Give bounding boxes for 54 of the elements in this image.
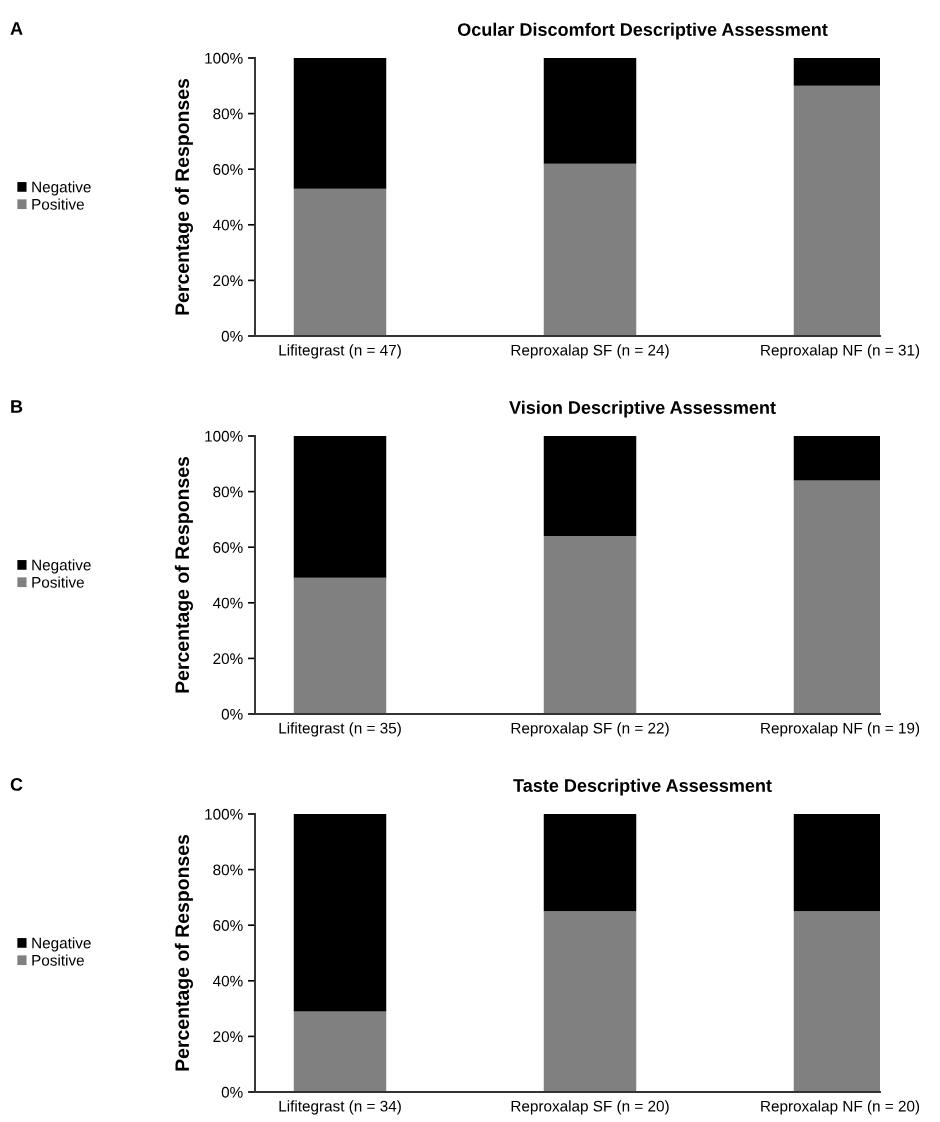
bar: [293, 58, 387, 189]
bar: [293, 1011, 387, 1092]
text: C: [10, 778, 23, 791]
chart-title: Vision Descriptive Assessment: [509, 400, 776, 418]
x-tick-label: Lifitegrast (n = 47): [279, 344, 401, 359]
y-tick-label: 20%: [213, 653, 243, 665]
x-tick-label: Reproxalap NF (n = 31): [761, 344, 920, 359]
y-tick-label: 80%: [213, 864, 243, 876]
y-tick-label: 60%: [213, 542, 243, 553]
y-axis-title: Percentage of Responses: [174, 78, 194, 315]
y-tick-label: 100%: [205, 52, 243, 64]
y-tick-label: 80%: [213, 486, 243, 498]
y-tick-label: 60%: [213, 164, 243, 175]
bar: [293, 814, 387, 1012]
x-tick-label: Reproxalap SF (n = 20): [511, 1100, 669, 1115]
legend-label: Positive: [32, 954, 84, 966]
bar: [543, 58, 637, 164]
x-tick-label: Reproxalap NF (n = 20): [761, 1100, 920, 1115]
x-tick-label: Reproxalap SF (n = 22): [511, 722, 669, 737]
legend-label: Positive: [32, 198, 84, 210]
y-tick-label: 100%: [205, 430, 243, 442]
y-axis-title: Percentage of Responses: [174, 834, 194, 1071]
y-tick-label: 60%: [213, 920, 243, 931]
legend-label: Negative: [32, 559, 91, 574]
legend-label: Negative: [32, 937, 91, 952]
legend-label: Positive: [32, 576, 84, 588]
y-tick-label: 80%: [213, 108, 243, 120]
y-tick-label: 100%: [205, 808, 243, 820]
chart-title: Ocular Discomfort Descriptive Assessment: [457, 22, 828, 40]
chart-title: Taste Descriptive Assessment: [513, 778, 772, 796]
x-tick-label: Reproxalap NF (n = 19): [761, 722, 920, 737]
y-tick-label: 20%: [213, 275, 243, 287]
x-tick-label: Lifitegrast (n = 35): [279, 722, 401, 737]
bar: [543, 436, 637, 537]
bar: [543, 163, 637, 336]
y-tick-label: 40%: [212, 219, 243, 231]
y-tick-label: 0%: [221, 330, 243, 342]
y-tick-label: 40%: [212, 597, 243, 609]
bar: [293, 188, 387, 336]
bar: [543, 911, 637, 1092]
text: A: [10, 22, 23, 35]
text: B: [11, 400, 23, 413]
x-tick-label: Reproxalap SF (n = 24): [511, 344, 669, 359]
y-tick-label: 20%: [213, 1031, 243, 1043]
bar: [543, 814, 637, 912]
bar: [293, 436, 387, 578]
y-axis-title: Percentage of Responses: [174, 456, 194, 693]
y-tick-label: 0%: [221, 1086, 243, 1098]
y-tick-label: 40%: [212, 975, 243, 987]
y-tick-label: 0%: [221, 708, 243, 720]
x-tick-label: Lifitegrast (n = 34): [279, 1100, 401, 1115]
bar: [293, 577, 387, 714]
bar: [543, 536, 637, 714]
legend-label: Negative: [32, 181, 91, 196]
